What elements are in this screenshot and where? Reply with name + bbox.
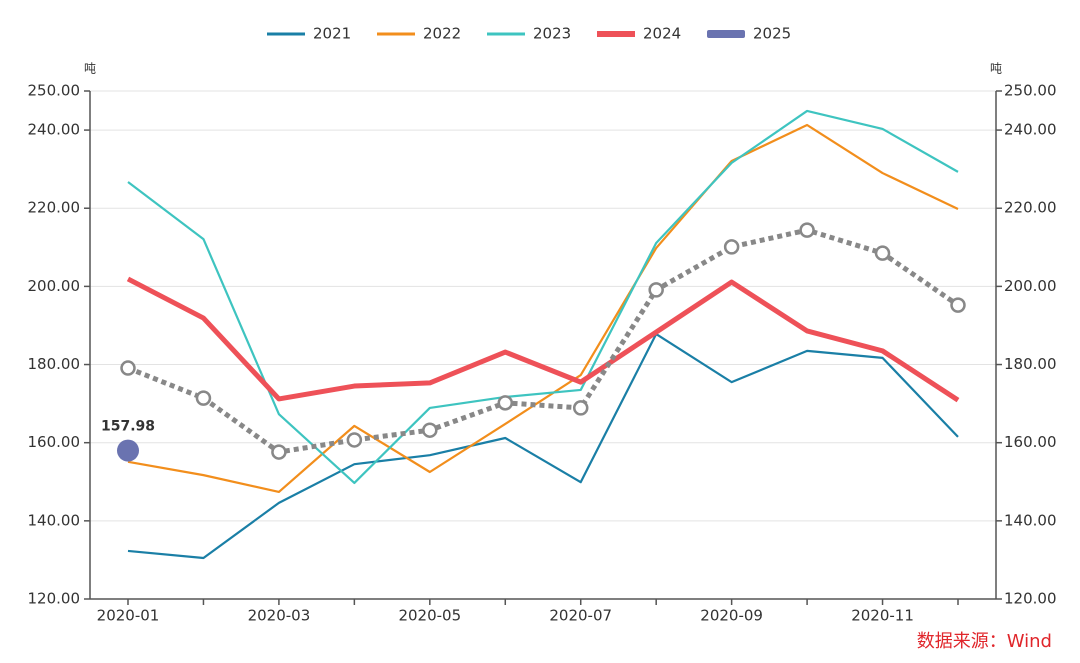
y-tick-label: 240.00 [28, 121, 81, 139]
y-tick-label: 220.00 [28, 199, 81, 217]
y2-tick-label: 160.00 [1004, 433, 1057, 451]
data-point [346, 432, 363, 448]
y-tick-label: 250.00 [28, 82, 81, 100]
data-point [648, 282, 664, 298]
data-point [950, 297, 966, 313]
y2-tick-label: 140.00 [1004, 511, 1057, 529]
y2-tick-label: 240.00 [1004, 121, 1057, 139]
series-line [126, 276, 960, 403]
data-point [117, 439, 139, 462]
series-line [127, 109, 959, 485]
data-point [874, 245, 891, 261]
data-point [572, 400, 589, 416]
y-tick-label: 120.00 [28, 590, 81, 608]
y2-tick-label: 250.00 [1004, 82, 1057, 100]
x-tick-label: 2020-09 [700, 607, 763, 625]
y-axis-unit: 吨 [84, 62, 96, 76]
data-point [422, 422, 438, 438]
x-tick-label: 2020-03 [248, 607, 311, 625]
y2-tick-label: 180.00 [1004, 355, 1057, 373]
y2-tick-label: 200.00 [1004, 277, 1057, 295]
legend-swatch [707, 30, 745, 38]
y2-tick-label: 120.00 [1004, 590, 1057, 608]
legend-label: 2021 [313, 25, 351, 43]
x-tick-label: 2020-05 [398, 607, 461, 625]
y-tick-label: 200.00 [28, 277, 81, 295]
x-tick-label: 2020-11 [851, 607, 914, 625]
data-point [120, 360, 136, 376]
legend-label: 2022 [423, 25, 461, 43]
y-tick-label: 140.00 [28, 511, 81, 529]
data-point [497, 395, 514, 411]
source-note: 数据来源：Wind [917, 631, 1052, 652]
data-label: 157.98 [101, 419, 155, 435]
dotted-line [127, 227, 960, 455]
data-point [195, 390, 212, 406]
x-tick-label: 2020-01 [97, 607, 160, 625]
y2-tick-label: 220.00 [1004, 199, 1057, 217]
data-point [271, 444, 287, 460]
x-tick-label: 2020-07 [549, 607, 612, 625]
y-tick-label: 180.00 [28, 355, 81, 373]
legend-label: 2023 [533, 25, 571, 43]
series-line [127, 332, 959, 560]
y-tick-label: 160.00 [28, 433, 81, 451]
legend-label: 2024 [643, 25, 681, 43]
data-point [799, 222, 815, 238]
data-point [723, 239, 740, 255]
legend-label: 2025 [753, 25, 791, 43]
y2-axis-unit: 吨 [990, 62, 1002, 76]
series-line [127, 123, 959, 494]
